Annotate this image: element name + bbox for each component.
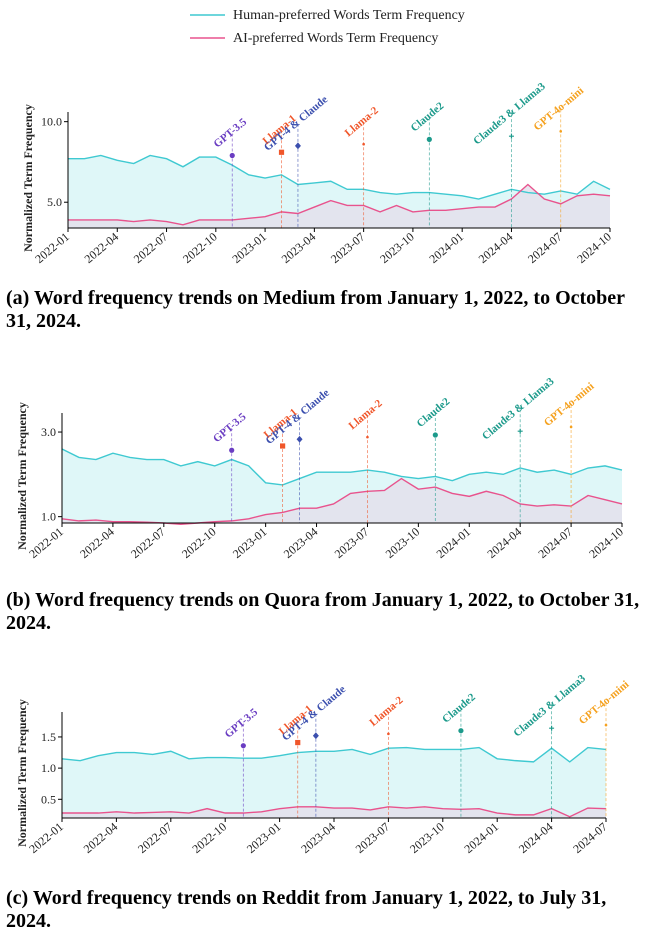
- release-marker: [387, 732, 390, 736]
- release-marker: [296, 435, 303, 443]
- x-tick-label: 2022-01: [26, 820, 66, 856]
- x-tick-label: 2023-07: [328, 230, 368, 266]
- y-axis-label: Normalized Term Frequency: [15, 402, 29, 550]
- release-marker: [559, 130, 563, 133]
- release-marker: [549, 725, 555, 731]
- x-tick-label: 2024-01: [461, 820, 501, 856]
- x-tick-label: 2024-04: [476, 230, 516, 266]
- y-tick-label: 0.5: [41, 792, 56, 806]
- series-line: [61, 746, 607, 763]
- release-label: Claude2: [409, 100, 447, 135]
- x-tick-label: 2024-10: [586, 525, 626, 561]
- x-tick-label: 2022-07: [131, 230, 171, 266]
- x-tick-label: 2022-10: [189, 820, 229, 856]
- x-tick-label: 2022-04: [77, 525, 117, 561]
- release-marker: [312, 732, 319, 740]
- release-label: Llama-2: [343, 104, 382, 139]
- y-axis-label: Normalized Term Frequency: [21, 104, 35, 252]
- release-marker: [432, 432, 438, 438]
- release-marker: [604, 723, 608, 727]
- x-tick-label: 2023-01: [229, 230, 269, 266]
- x-tick-label: 2023-10: [377, 230, 417, 266]
- x-tick-label: 2023-10: [407, 820, 447, 856]
- release-marker: [295, 739, 301, 746]
- x-tick-label: 2023-04: [298, 820, 338, 856]
- release-marker: [294, 142, 301, 150]
- x-tick-label: 2022-01: [32, 230, 72, 266]
- x-tick-label: 2022-04: [82, 230, 122, 266]
- x-tick-label: 2024-01: [434, 525, 474, 561]
- x-tick-label: 2022-07: [128, 525, 168, 561]
- y-tick-label: 1.5: [41, 730, 56, 744]
- x-tick-label: 2024-01: [426, 230, 466, 266]
- x-tick-label: 2024-07: [570, 820, 610, 856]
- release-label: GPT-4 & Claude: [262, 93, 330, 153]
- release-marker: [517, 428, 523, 434]
- release-label: Claude2: [415, 395, 453, 430]
- x-tick-label: 2023-01: [244, 820, 284, 856]
- legend-label: Human-preferred Words Term Frequency: [233, 8, 465, 23]
- y-tick-label: 10.0: [41, 115, 62, 129]
- x-tick-label: 2023-10: [383, 525, 423, 561]
- x-tick-label: 2023-07: [353, 820, 393, 856]
- x-tick-label: 2022-10: [179, 525, 219, 561]
- x-tick-label: 2023-04: [279, 230, 319, 266]
- caption: (b) Word frequency trends on Quora from …: [6, 589, 640, 634]
- y-tick-label: 1.0: [41, 761, 56, 775]
- release-marker: [508, 133, 514, 139]
- release-label: Llama-2: [367, 694, 406, 729]
- x-tick-label: 2022-01: [26, 525, 66, 561]
- release-label: GPT-4o-mini: [577, 678, 632, 727]
- y-axis-label: Normalized Term Frequency: [15, 699, 29, 847]
- release-marker: [229, 152, 235, 159]
- release-marker: [362, 142, 365, 146]
- legend-label: AI-preferred Words Term Frequency: [233, 31, 438, 46]
- release-marker: [569, 425, 573, 429]
- release-marker: [278, 149, 285, 155]
- series-line: [61, 448, 623, 486]
- x-tick-label: 2022-07: [135, 820, 175, 856]
- release-marker: [426, 136, 432, 142]
- x-tick-label: 2024-10: [574, 230, 614, 266]
- x-tick-label: 2024-07: [525, 230, 565, 266]
- x-tick-label: 2023-01: [230, 525, 270, 561]
- release-label: Claude3 & Llama3: [511, 672, 588, 739]
- caption: (a) Word frequency trends on Medium from…: [6, 287, 625, 332]
- release-label: Claude3 & Llama3: [480, 375, 557, 442]
- release-marker: [366, 435, 369, 439]
- area: [62, 747, 606, 818]
- release-label: Claude3 & Llama3: [471, 80, 548, 147]
- release-marker: [458, 728, 464, 734]
- x-tick-label: 2022-10: [180, 230, 220, 266]
- release-label: GPT-4 & Claude: [280, 683, 348, 743]
- release-label: GPT-3.5: [211, 410, 249, 445]
- x-tick-label: 2024-07: [535, 525, 575, 561]
- release-marker: [240, 743, 246, 749]
- area: [68, 184, 610, 228]
- y-tick-label: 1.0: [41, 510, 56, 524]
- x-tick-label: 2023-07: [332, 525, 372, 561]
- release-label: Llama-2: [346, 397, 385, 432]
- caption: (c) Word frequency trends on Reddit from…: [6, 887, 607, 932]
- x-tick-label: 2024-04: [484, 525, 524, 561]
- release-label: GPT-3.5: [223, 706, 261, 741]
- x-tick-label: 2022-04: [81, 820, 121, 856]
- release-label: Claude2: [440, 691, 478, 726]
- release-marker: [229, 447, 235, 453]
- area: [62, 478, 622, 525]
- series-line: [68, 183, 611, 226]
- series-line: [62, 806, 607, 818]
- x-tick-label: 2023-04: [281, 525, 321, 561]
- release-label: GPT-4 & Claude: [264, 387, 332, 447]
- y-tick-label: 5.0: [47, 195, 62, 209]
- release-marker: [280, 443, 286, 449]
- y-tick-label: 3.0: [41, 425, 56, 439]
- x-tick-label: 2024-04: [516, 820, 556, 856]
- release-label: GPT-3.5: [212, 116, 250, 151]
